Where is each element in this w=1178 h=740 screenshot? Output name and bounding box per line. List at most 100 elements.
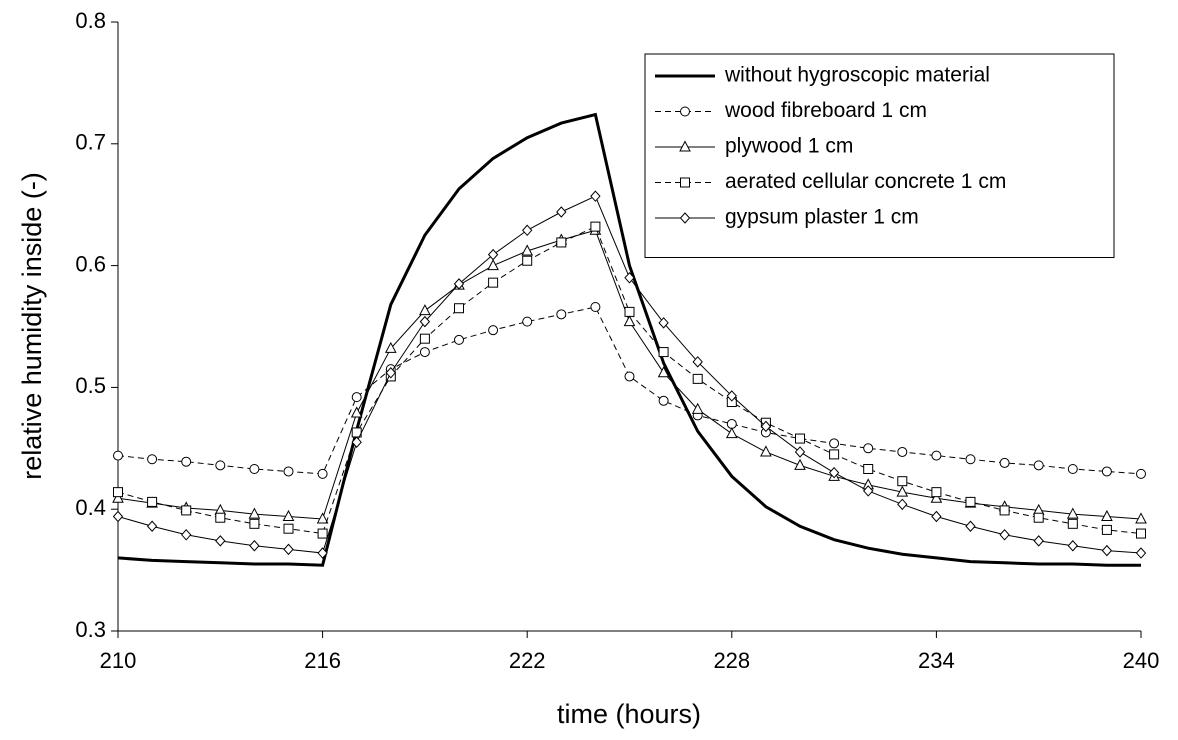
marker [146,520,158,532]
marker [215,535,226,547]
marker [112,510,124,523]
marker [487,248,499,261]
marker [419,333,430,344]
x-tick-label: 234 [918,648,955,673]
marker [113,450,123,461]
marker [317,528,328,539]
y-tick-label: 0.5 [75,373,106,398]
marker [726,418,737,429]
legend-box [644,53,1115,258]
marker [760,420,772,433]
marker [1033,460,1044,471]
marker [863,485,874,497]
series [113,302,1146,479]
marker [657,366,670,378]
marker [419,347,430,358]
marker [1101,524,1112,535]
marker [487,259,499,271]
marker [680,177,690,188]
marker [1136,528,1146,539]
marker [1067,539,1078,552]
marker [522,316,533,327]
y-tick-label: 0.8 [75,8,106,33]
marker [679,140,691,152]
marker [384,341,397,353]
series [117,112,1141,567]
marker [658,317,669,329]
legend-label: wood fibreboard 1 cm [724,99,927,122]
marker [931,510,942,523]
marker [692,356,703,368]
marker [453,278,465,290]
marker [350,406,363,418]
legend-label: gypsum plaster 1 cm [725,206,919,229]
marker [1033,512,1044,523]
marker [521,244,534,256]
marker [725,427,738,439]
marker [181,529,192,541]
marker [965,496,976,507]
marker [931,487,942,498]
marker [454,334,464,345]
x-tick-label: 210 [100,648,137,673]
marker [147,454,158,465]
marker [863,443,874,454]
marker [112,491,124,503]
marker [316,512,329,524]
marker [590,221,601,232]
marker [147,496,158,507]
marker [829,449,840,460]
y-tick-label: 0.4 [75,495,106,520]
marker [215,460,226,471]
marker [249,518,260,529]
marker [999,529,1010,541]
marker [658,395,669,406]
marker [283,523,294,534]
x-tick-label: 228 [713,648,750,673]
legend-label: aerated cellular concrete 1 cm [725,170,1006,193]
marker [760,445,772,457]
marker [317,468,328,479]
y-tick-label: 0.7 [75,130,106,155]
marker [896,485,909,497]
legend-label: without hygroscopic material [724,64,990,87]
marker [556,237,567,248]
marker [1033,535,1044,547]
marker [794,446,806,458]
marker [522,255,533,266]
marker [1067,518,1078,529]
marker [283,466,294,477]
y-axis-title: relative humidity inside (-) [17,172,47,480]
marker [522,224,533,237]
marker [282,509,295,522]
y-tick-label: 0.3 [75,617,106,642]
marker [863,464,874,475]
marker [828,466,840,479]
marker [726,390,737,402]
marker [897,446,908,457]
marker [181,505,192,516]
marker [419,304,431,316]
marker [965,454,976,465]
marker [999,457,1010,468]
marker [590,190,601,202]
marker [1101,544,1113,557]
marker [658,347,669,358]
marker [1066,507,1079,519]
marker [215,512,226,523]
series [112,190,1147,559]
marker [680,106,690,117]
marker [624,306,635,317]
marker [931,450,942,461]
marker [488,325,499,336]
marker [556,206,567,218]
marker [795,433,805,444]
x-tick-label: 240 [1123,648,1160,673]
series-line [117,112,1141,567]
marker [283,543,294,556]
marker [1136,468,1146,479]
marker [624,371,635,382]
marker [1067,464,1078,475]
marker [385,367,396,379]
